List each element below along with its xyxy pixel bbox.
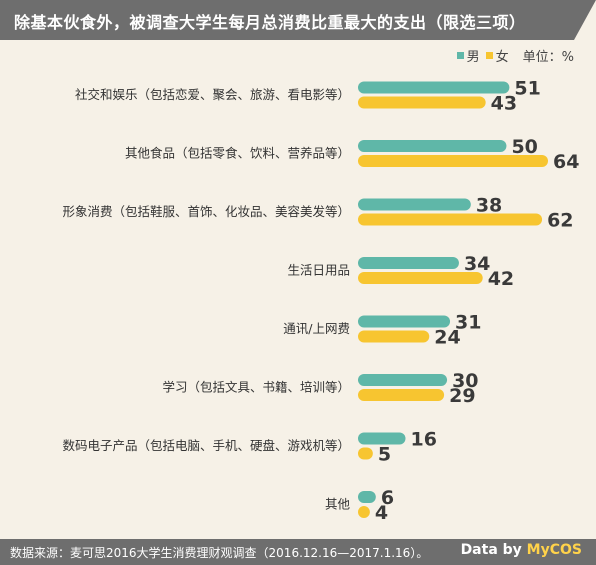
category-label: 数码电子产品（包括电脑、手机、硬盘、游戏机等） (62, 438, 350, 453)
legend-label-male: 男 (466, 50, 480, 65)
data-label-male: 38 (476, 195, 502, 217)
bar-female (358, 447, 373, 460)
bar-male (358, 374, 448, 386)
category-label: 通讯/上网费 (283, 321, 350, 336)
legend-label-female: 女 (495, 50, 509, 65)
data-label-female: 5 (378, 444, 391, 466)
legend-item-female: 女 (485, 46, 509, 65)
legend-swatch-male (456, 52, 464, 59)
bar-female (358, 506, 370, 518)
bar-female (358, 330, 430, 343)
category-label: 学习（包括文具、书籍、培训等） (162, 380, 350, 395)
data-label-female: 29 (449, 385, 475, 407)
bar-male (358, 257, 459, 269)
bar-female (358, 272, 483, 284)
data-label-female: 43 (491, 93, 517, 115)
legend: 男 女 单位：% (456, 46, 574, 65)
data-label-male: 50 (511, 136, 537, 158)
bar-male (358, 140, 507, 152)
data-label-male: 51 (514, 78, 540, 100)
bar-male (358, 491, 376, 503)
data-label-female: 42 (488, 268, 514, 290)
legend-swatch-female (485, 52, 493, 59)
bar-male (358, 198, 471, 211)
data-label-female: 24 (434, 327, 460, 349)
data-label-female: 62 (547, 210, 573, 232)
bar-male (358, 432, 406, 445)
data-label-female: 64 (553, 151, 579, 173)
legend-item-male: 男 (456, 46, 480, 65)
data-label-female: 4 (375, 502, 388, 524)
data-label-male: 34 (464, 253, 490, 275)
category-label: 生活日用品 (287, 263, 350, 278)
footer-brand: Data by MyCOS (461, 542, 582, 558)
category-label: 社交和娱乐（包括恋爱、聚会、旅游、看电影等） (75, 87, 350, 102)
bar-female (358, 96, 486, 109)
category-label: 其他食品（包括零食、饮料、营养品等） (125, 146, 350, 161)
category-label: 形象消费（包括鞋服、首饰、化妆品、美容美发等） (62, 204, 350, 219)
bar-female (358, 389, 445, 401)
footer-brand-prefix: Data by (460, 542, 527, 558)
data-label-male: 6 (381, 487, 394, 509)
bar-male (358, 315, 451, 328)
footer-bar: 数据来源：麦可思2016大学生消费理财观调查（2016.12.16—2017.1… (0, 539, 596, 565)
data-label-male: 30 (452, 370, 478, 392)
footer-source: 数据来源：麦可思2016大学生消费理财观调查（2016.12.16—2017.1… (10, 546, 429, 560)
data-label-male: 31 (455, 312, 481, 334)
bar-male (358, 81, 510, 94)
bar-female (358, 155, 548, 167)
bar-female (358, 213, 543, 226)
chart-title: 除基本伙食外，被调查大学生每月总消费比重最大的支出（限选三项） (14, 13, 526, 32)
title-bar: 除基本伙食外，被调查大学生每月总消费比重最大的支出（限选三项） (0, 0, 596, 40)
data-label-male: 16 (411, 429, 437, 451)
unit-label: 单位：% (522, 50, 574, 65)
mycos-logo: MyCOS (526, 542, 582, 558)
category-label: 其他 (325, 497, 351, 512)
